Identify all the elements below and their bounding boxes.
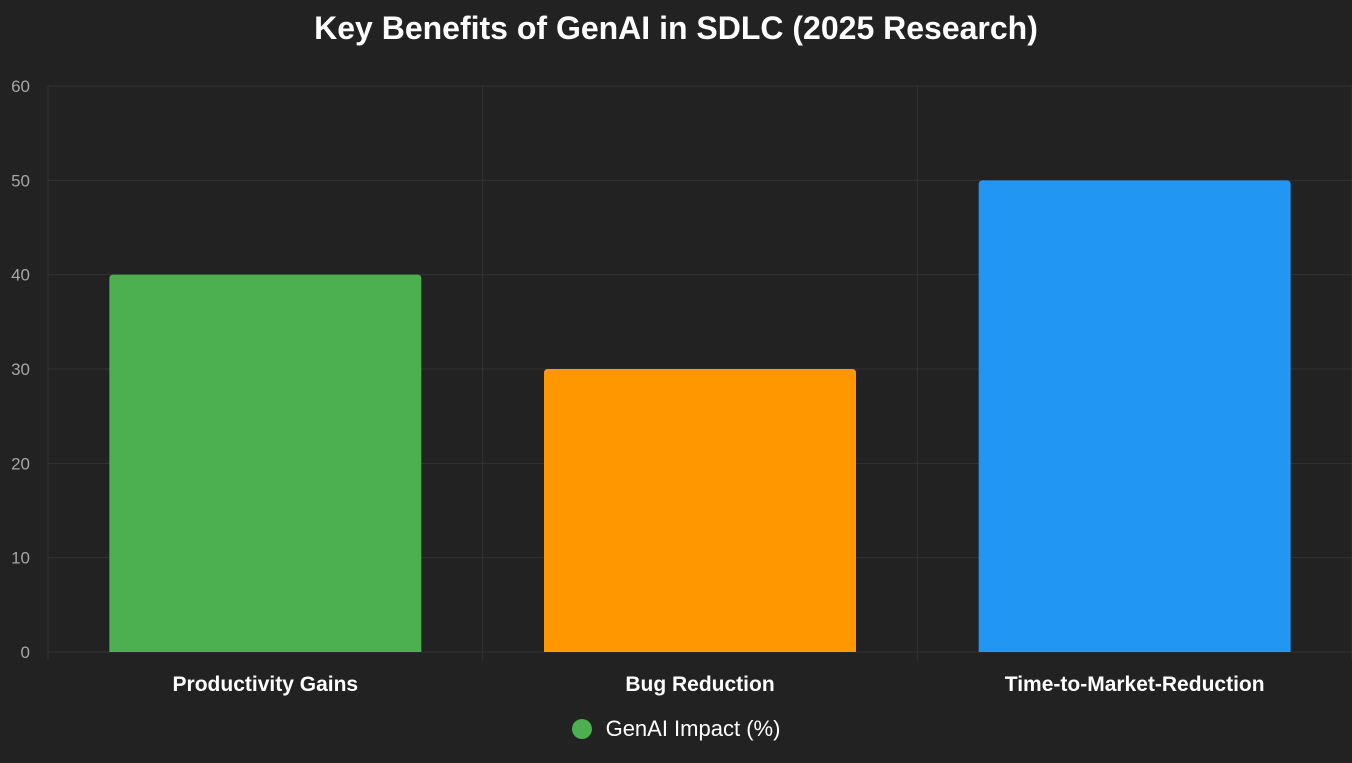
x-tick-label-time-to-market-reduction: Time-to-Market-Reduction xyxy=(1005,673,1265,696)
y-axis-ticks: 0 10 20 30 40 50 60 xyxy=(11,77,30,662)
bar-chart-plot: 0 10 20 30 40 50 60 Productivity Gains Bug Redu… xyxy=(11,77,1352,696)
x-tick-label-bug-reduction: Bug Reduction xyxy=(625,673,774,696)
chart-title: Key Benefits of GenAI in SDLC (2025 Rese… xyxy=(314,10,1038,46)
y-tick-label-10: 10 xyxy=(11,549,30,568)
y-tick-label-60: 60 xyxy=(11,77,30,96)
bar-bug-reduction[interactable] xyxy=(544,369,856,652)
bar-productivity-gains[interactable] xyxy=(109,274,422,652)
bars xyxy=(109,180,1291,653)
y-tick-label-50: 50 xyxy=(11,171,30,190)
legend-swatch-icon xyxy=(571,719,592,739)
y-tick-label-0: 0 xyxy=(21,643,30,662)
legend-label: GenAI Impact (%) xyxy=(605,716,781,741)
x-axis-ticks: Productivity Gains Bug Reduction Time-to-M… xyxy=(173,673,1265,696)
legend-item-genai-impact[interactable]: GenAI Impact (%) xyxy=(571,716,781,742)
legend: GenAI Impact (%) xyxy=(0,716,1352,742)
x-tick-label-productivity-gains: Productivity Gains xyxy=(173,673,359,696)
y-tick-label-30: 30 xyxy=(11,360,30,379)
y-tick-label-40: 40 xyxy=(11,266,30,285)
y-tick-label-20: 20 xyxy=(11,454,30,473)
bar-time-to-market-reduction[interactable] xyxy=(978,180,1291,653)
